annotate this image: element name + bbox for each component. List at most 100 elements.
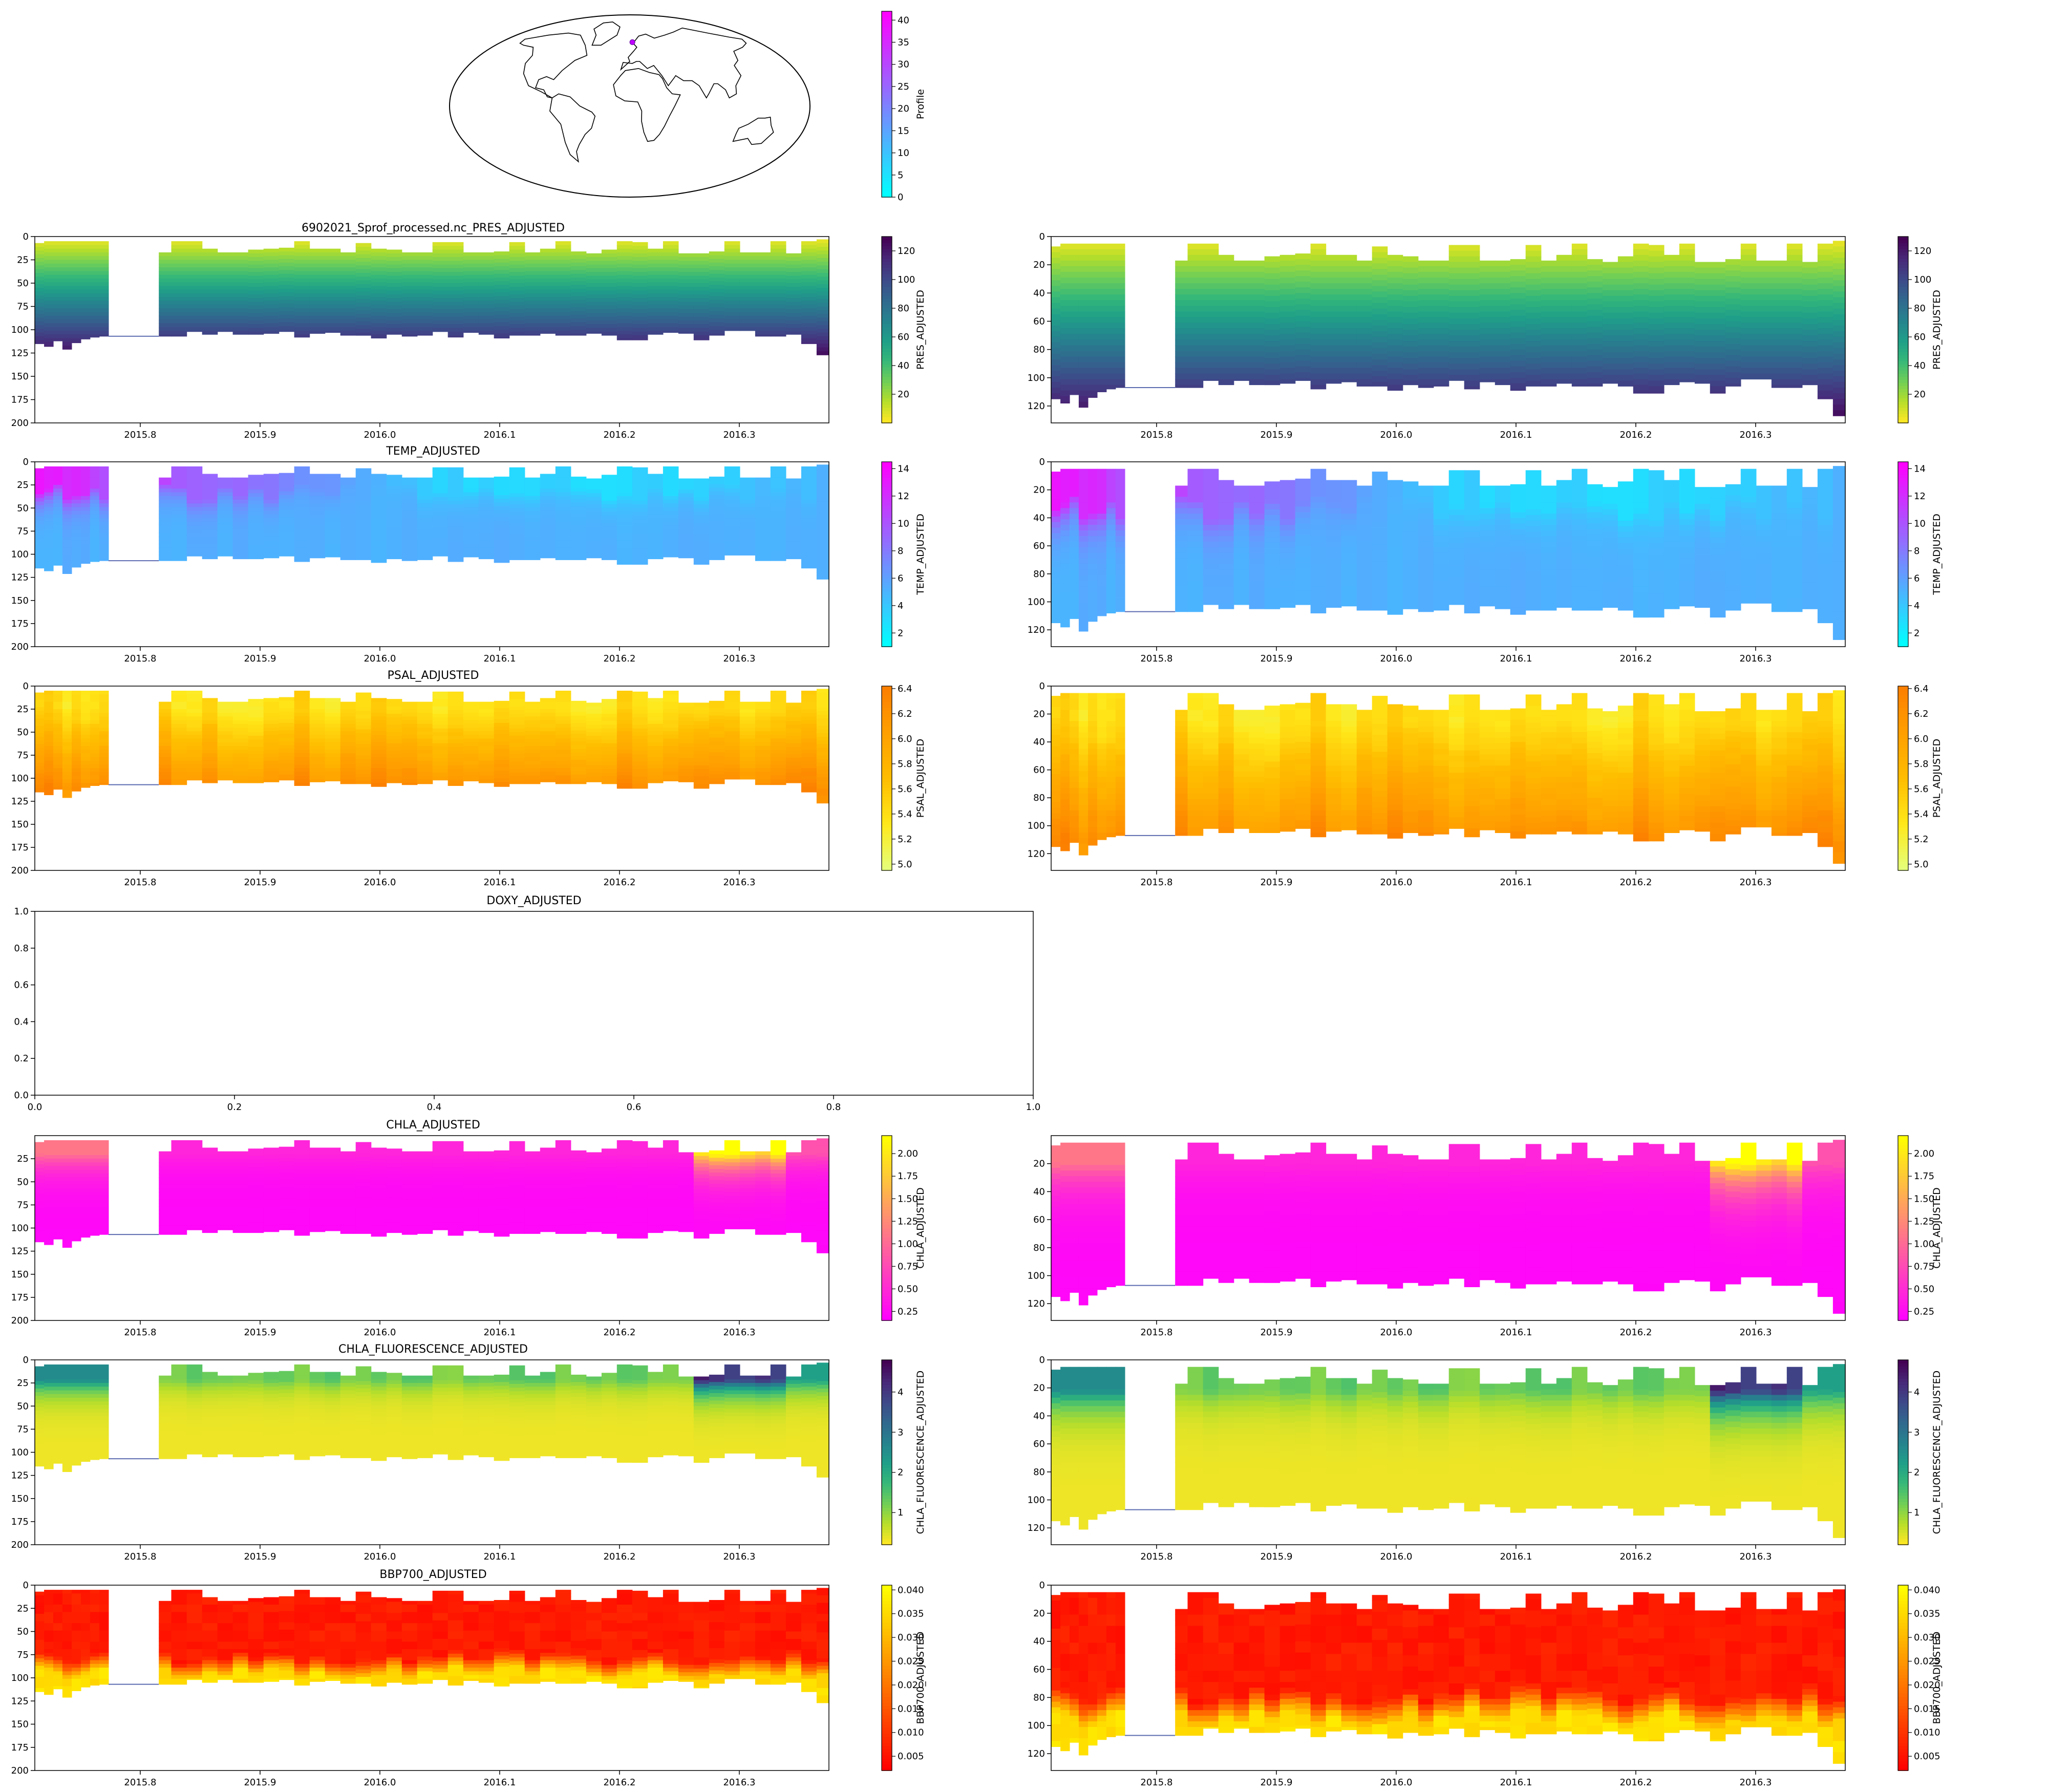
profile-cell xyxy=(53,496,63,500)
profile-cell xyxy=(172,537,187,541)
profile-cell xyxy=(586,324,602,328)
profile-cell xyxy=(1070,536,1079,542)
profile-cell xyxy=(1464,347,1480,353)
profile-cell xyxy=(72,529,81,534)
colorbar-segment xyxy=(1898,271,1908,274)
profile-cell xyxy=(417,275,433,279)
profile-cell xyxy=(387,257,402,261)
profile-cell xyxy=(1175,598,1188,604)
profile-cell xyxy=(310,316,326,320)
profile-cell xyxy=(724,548,740,552)
profile-cell xyxy=(387,486,402,490)
profile-cell xyxy=(279,514,295,518)
profile-cell xyxy=(632,298,648,302)
profile-cell xyxy=(448,475,464,479)
profile-cell xyxy=(1203,278,1219,284)
profile-cell xyxy=(1818,249,1833,255)
profile-cell xyxy=(1695,302,1711,308)
profile-cell xyxy=(817,351,829,355)
profile-cell xyxy=(463,522,479,526)
profile-cell xyxy=(35,243,45,247)
profile-cell xyxy=(356,494,372,498)
profile-cell xyxy=(1116,278,1125,284)
profile-cell xyxy=(1116,345,1125,351)
profile-cell xyxy=(1403,296,1419,302)
profile-cell xyxy=(1587,378,1603,384)
profile-cell xyxy=(1326,486,1342,492)
profile-cell xyxy=(202,267,218,271)
profile-cell xyxy=(602,493,617,497)
profile-cell xyxy=(1326,289,1342,295)
profile-cell xyxy=(53,334,63,338)
profile-cell xyxy=(663,267,679,271)
profile-cell xyxy=(1188,564,1204,570)
profile-cell xyxy=(1802,290,1818,296)
profile-cell xyxy=(1341,311,1357,317)
profile-cell xyxy=(509,275,525,280)
profile-cell xyxy=(678,313,694,317)
profile-cell xyxy=(356,502,372,506)
profile-cell xyxy=(540,256,556,260)
profile-cell xyxy=(387,302,402,306)
profile-cell xyxy=(402,544,418,548)
profile-cell xyxy=(264,478,280,482)
profile-cell xyxy=(1280,317,1296,323)
profile-cell xyxy=(1618,313,1634,319)
profile-cell xyxy=(479,544,495,548)
profile-cell xyxy=(72,507,81,511)
profile-cell xyxy=(294,290,310,294)
profile-cell xyxy=(632,261,648,265)
profile-cell xyxy=(1060,374,1070,380)
profile-cell xyxy=(218,503,233,507)
profile-cell xyxy=(1175,592,1188,598)
profile-cell xyxy=(771,256,786,260)
profile-cell xyxy=(279,473,295,477)
profile-cell xyxy=(1097,362,1107,368)
profile-cell xyxy=(509,486,525,490)
profile-cell xyxy=(1357,502,1373,508)
profile-cell xyxy=(53,308,63,312)
colorbar-segment xyxy=(882,147,892,151)
profile-cell xyxy=(801,526,817,530)
profile-cell xyxy=(556,470,571,474)
profile-cell xyxy=(571,554,587,559)
colorbar-tick-label: 0 xyxy=(898,192,903,203)
profile-cell xyxy=(1587,367,1603,373)
profile-cell xyxy=(1249,294,1265,301)
colorbar-segment xyxy=(882,132,892,136)
profile-cell xyxy=(494,322,510,326)
profile-cell xyxy=(417,331,433,335)
profile-cell xyxy=(1449,554,1465,561)
profile-cell xyxy=(1341,525,1357,531)
profile-cell xyxy=(1372,320,1388,326)
profile-cell xyxy=(755,256,771,260)
profile-cell xyxy=(1725,333,1741,339)
profile-cell xyxy=(81,316,91,320)
profile-cell xyxy=(509,482,525,486)
profile-cell xyxy=(387,475,402,479)
profile-cell xyxy=(617,271,633,275)
profile-cell xyxy=(1403,582,1419,588)
profile-cell xyxy=(294,293,310,297)
profile-cell xyxy=(1603,375,1618,381)
profile-cell xyxy=(648,533,664,537)
colorbar-tick-label: 120 xyxy=(1914,246,1931,257)
profile-cell xyxy=(1664,323,1680,329)
x-tick-label: 2016.3 xyxy=(1739,430,1772,440)
profile-cell xyxy=(1097,475,1107,481)
profile-cell xyxy=(1116,272,1125,278)
profile-cell xyxy=(35,494,45,498)
profile-cell xyxy=(1188,261,1204,267)
profile-cell xyxy=(1265,318,1281,325)
profile-cell xyxy=(294,279,310,283)
profile-cell xyxy=(817,572,829,576)
profile-cell xyxy=(678,530,694,535)
profile-cell xyxy=(1188,278,1204,284)
profile-cell xyxy=(694,291,710,295)
profile-cell xyxy=(479,301,495,305)
profile-cell xyxy=(371,496,387,500)
profile-cell xyxy=(771,496,786,500)
profile-cell xyxy=(340,312,356,316)
profile-cell xyxy=(1188,486,1204,492)
profile-cell xyxy=(1772,294,1787,301)
